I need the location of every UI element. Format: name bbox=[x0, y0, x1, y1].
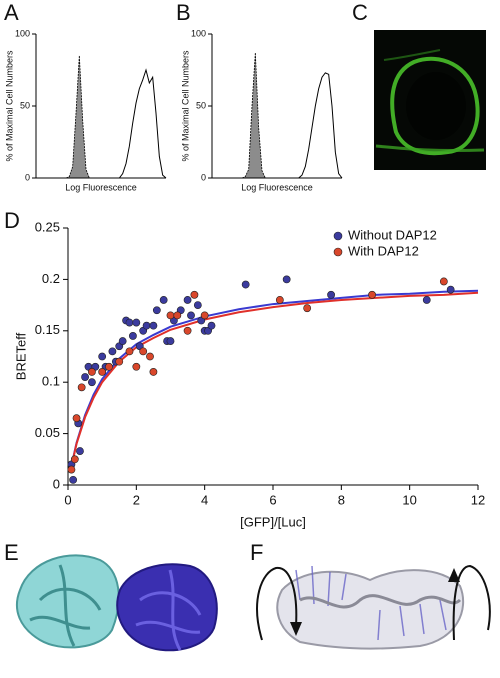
x-axis-label: Log Fluorescence bbox=[65, 182, 137, 192]
data-point bbox=[446, 285, 455, 294]
legend-label: With DAP12 bbox=[348, 243, 419, 258]
data-point bbox=[200, 311, 209, 320]
x-tick-label: 8 bbox=[338, 492, 345, 507]
y-tick-label: 0.1 bbox=[42, 374, 60, 389]
y-axis-label: % of Maximal Cell Numbers bbox=[4, 50, 14, 162]
panel-label: A bbox=[4, 0, 19, 25]
data-point bbox=[72, 414, 81, 423]
y-tick-label: 0.25 bbox=[35, 219, 60, 234]
data-point bbox=[146, 352, 154, 361]
fit-curve bbox=[70, 291, 479, 467]
data-point bbox=[105, 362, 113, 371]
y-tick-label: 0.2 bbox=[42, 271, 60, 286]
data-point bbox=[115, 357, 124, 366]
data-point bbox=[76, 447, 84, 455]
legend-label: Without DAP12 bbox=[348, 227, 437, 242]
data-point bbox=[439, 277, 448, 286]
data-point bbox=[142, 321, 151, 330]
y-tick-label: 100 bbox=[15, 28, 30, 38]
histogram-line bbox=[36, 68, 167, 179]
legend-marker bbox=[333, 231, 343, 241]
x-axis-label: [GFP]/[Luc] bbox=[240, 514, 306, 529]
normal-mode-structure bbox=[256, 564, 491, 650]
data-point bbox=[187, 311, 195, 320]
histogram-area bbox=[36, 55, 166, 179]
data-point bbox=[159, 296, 168, 304]
data-point bbox=[368, 290, 376, 299]
data-point bbox=[132, 362, 141, 371]
data-point bbox=[173, 311, 182, 320]
data-point bbox=[125, 318, 134, 327]
fit-curve bbox=[70, 289, 479, 467]
y-tick-label: 0 bbox=[53, 476, 60, 491]
data-point bbox=[193, 301, 202, 309]
y-tick-label: 50 bbox=[20, 100, 30, 110]
data-point bbox=[125, 347, 134, 356]
data-point bbox=[327, 290, 335, 299]
panel-label: B bbox=[176, 0, 191, 25]
y-axis-label: BRETeff bbox=[13, 332, 28, 380]
data-point bbox=[98, 352, 107, 361]
panel-label: E bbox=[4, 540, 19, 565]
data-point bbox=[166, 337, 175, 345]
y-tick-label: 100 bbox=[191, 28, 206, 38]
x-tick-label: 10 bbox=[402, 492, 416, 507]
panel-label: C bbox=[352, 0, 368, 25]
data-point bbox=[190, 290, 199, 299]
data-point bbox=[166, 311, 175, 320]
data-point bbox=[282, 275, 291, 284]
x-tick-label: 2 bbox=[133, 492, 140, 507]
data-point bbox=[129, 332, 137, 340]
panel-label: F bbox=[250, 540, 263, 565]
data-point bbox=[183, 326, 192, 335]
data-point bbox=[88, 368, 96, 376]
legend-marker bbox=[333, 247, 343, 257]
protein-structure bbox=[15, 554, 218, 652]
data-point bbox=[422, 296, 431, 304]
x-tick-label: 4 bbox=[201, 492, 208, 507]
x-tick-label: 12 bbox=[471, 492, 485, 507]
data-point bbox=[98, 368, 107, 376]
data-point bbox=[67, 465, 76, 474]
data-point bbox=[149, 321, 158, 330]
data-point bbox=[275, 296, 284, 304]
data-point bbox=[139, 347, 148, 356]
data-point bbox=[132, 318, 141, 327]
y-tick-label: 50 bbox=[196, 100, 206, 110]
y-tick-label: 0.05 bbox=[35, 425, 60, 440]
histogram-area bbox=[212, 52, 342, 179]
data-point bbox=[70, 455, 79, 464]
y-tick-label: 0.15 bbox=[35, 322, 60, 337]
data-point bbox=[303, 304, 312, 313]
data-point bbox=[241, 280, 250, 289]
panel-label: D bbox=[4, 208, 20, 233]
y-axis-label: % of Maximal Cell Numbers bbox=[180, 50, 190, 162]
x-tick-label: 6 bbox=[269, 492, 276, 507]
x-axis-label: Log Fluorescence bbox=[241, 182, 313, 192]
x-tick-label: 0 bbox=[64, 492, 71, 507]
data-point bbox=[149, 368, 158, 376]
data-point bbox=[108, 347, 117, 356]
data-point bbox=[77, 383, 86, 392]
data-point bbox=[81, 373, 89, 381]
data-point bbox=[118, 337, 127, 345]
data-point bbox=[88, 378, 96, 387]
data-point bbox=[207, 321, 216, 330]
microscopy-image bbox=[374, 30, 486, 170]
data-point bbox=[183, 296, 192, 304]
data-point bbox=[152, 306, 161, 315]
histogram-line bbox=[212, 72, 343, 179]
y-tick-label: 0 bbox=[25, 172, 30, 182]
data-point bbox=[69, 475, 78, 484]
y-tick-label: 0 bbox=[201, 172, 206, 182]
